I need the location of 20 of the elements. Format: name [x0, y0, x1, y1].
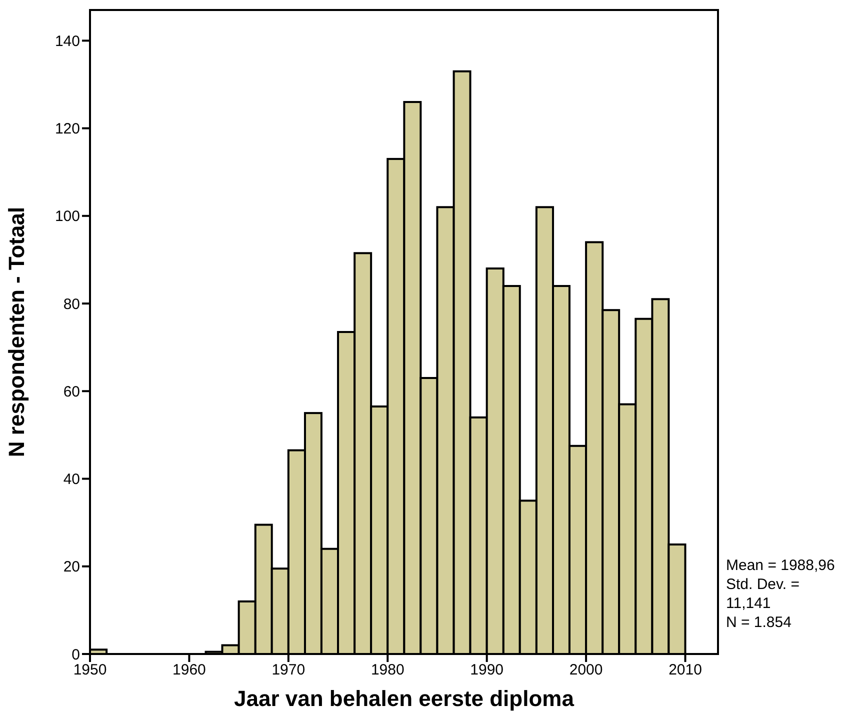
y-tick-label: 80 [63, 296, 80, 313]
x-tick-label: 1980 [370, 662, 404, 679]
x-tick-label: 1960 [172, 662, 206, 679]
y-tick-label: 0 [72, 646, 80, 664]
y-axis-title: N respondenten - Totaal [4, 206, 29, 458]
y-tick-label: 120 [54, 120, 80, 138]
x-tick-label: 2000 [569, 662, 603, 679]
text: Std. Dev. = 11,141 [726, 575, 801, 613]
x-tick-label: 1990 [470, 662, 504, 679]
y-tick-label: 60 [63, 383, 80, 400]
text: N = 1.854 [726, 613, 792, 632]
x-tick-label: 2010 [668, 662, 702, 679]
y-tick-label: 40 [63, 471, 80, 488]
text: Mean = 1988,96 [726, 556, 836, 575]
x-axis-title: Jaar van behalen eerste diploma [234, 686, 575, 711]
x-tick-label: 1950 [73, 662, 107, 679]
x-tick-label: 1970 [272, 662, 306, 679]
y-tick-label: 140 [54, 32, 80, 50]
y-tick-label: 100 [54, 208, 80, 226]
y-tick-label: 20 [63, 558, 80, 576]
